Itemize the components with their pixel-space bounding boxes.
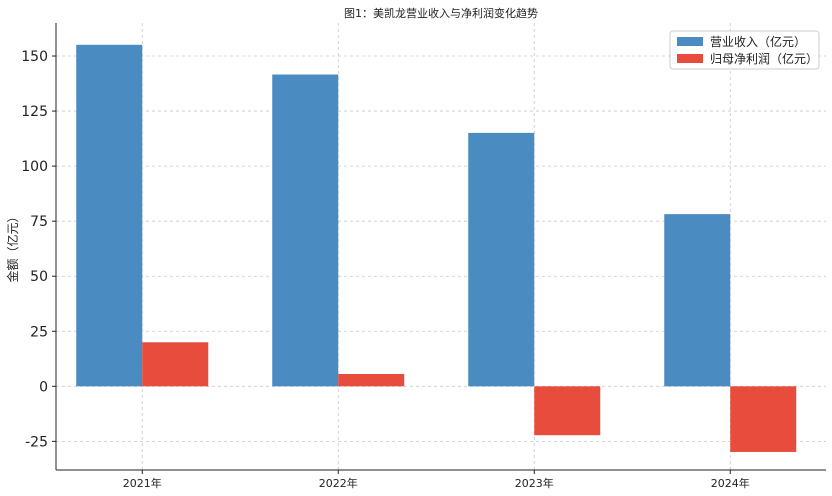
bar-net-profit-3 — [730, 386, 797, 452]
legend-box — [669, 30, 820, 70]
y-tick-label: 50 — [30, 269, 48, 285]
tick-layer: -25 0 25 50 75 100 125 150 2021年 2022年 2023年 2024年 — [21, 49, 749, 490]
y-tick-label: 125 — [21, 104, 48, 120]
legend-swatch — [677, 37, 703, 46]
legend-label: 营业收入（亿元） — [710, 34, 806, 49]
y-axis-label: 金额（亿元） — [5, 210, 20, 282]
y-tick-label: -25 — [25, 434, 48, 450]
axis-layer — [55, 23, 826, 471]
x-tick-label: 2023年 — [515, 476, 554, 490]
legend-label: 归母净利润（亿元） — [710, 51, 818, 66]
bar-net-profit-0 — [142, 342, 209, 387]
chart-title: 图1：美凯龙营业收入与净利润变化趋势 — [344, 6, 538, 20]
y-tick-label: 75 — [30, 214, 48, 230]
x-tick-label: 2021年 — [123, 476, 162, 490]
y-tick-label: 100 — [21, 159, 48, 175]
bar-revenue-1 — [272, 74, 339, 387]
y-tick-label: 0 — [39, 379, 48, 395]
legend: 营业收入（亿元） 归母净利润（亿元） — [669, 30, 820, 70]
x-tick-label: 2022年 — [319, 476, 358, 490]
y-tick-label: 25 — [30, 324, 48, 340]
bar-net-profit-2 — [534, 386, 601, 436]
bar-net-profit-1 — [338, 373, 405, 387]
bar-revenue-0 — [76, 44, 143, 387]
x-tick-label: 2024年 — [711, 476, 750, 490]
bar-revenue-2 — [468, 132, 535, 387]
bar-revenue-3 — [664, 214, 731, 387]
bar-layer — [76, 44, 797, 452]
y-tick-label: 150 — [21, 49, 48, 65]
legend-swatch — [677, 54, 703, 63]
